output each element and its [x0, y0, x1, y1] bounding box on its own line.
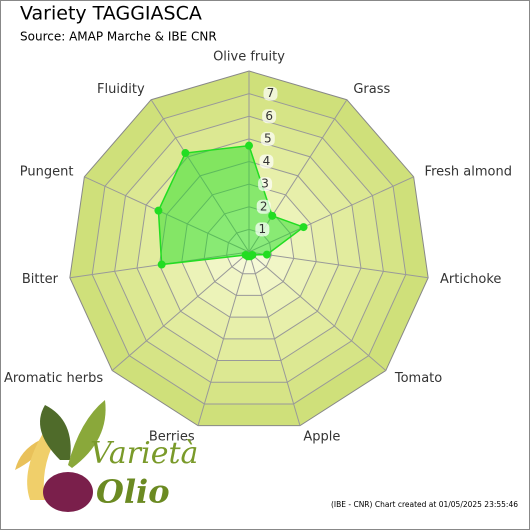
data-point [268, 211, 277, 220]
r-tick-label: 1 [259, 222, 267, 236]
tick-label-bg [255, 222, 270, 237]
axis-label: Pungent [20, 164, 74, 179]
axis-label: Aromatic herbs [4, 371, 103, 386]
axis-label: Tomato [394, 371, 442, 386]
logo-text: Varietà [90, 436, 198, 471]
axis-label: Fresh almond [425, 164, 512, 179]
tick-label-bg [256, 199, 271, 214]
axis-label: Artichoke [440, 272, 501, 287]
r-tick-label: 5 [264, 131, 272, 145]
r-tick-label: 3 [261, 177, 269, 191]
axis-label: Grass [353, 82, 390, 97]
tick-label-bg [263, 86, 278, 101]
spoke [197, 251, 250, 426]
data-point [262, 250, 271, 259]
data-point [157, 260, 166, 269]
r-tick-label: 4 [263, 154, 271, 168]
data-point [299, 223, 308, 232]
axis-label: Fluidity [97, 82, 145, 97]
tick-label-bg [262, 109, 277, 124]
tick-label-bg [259, 154, 274, 169]
data-point [154, 206, 163, 215]
data-point [181, 149, 190, 158]
r-tick-label: 6 [265, 109, 273, 123]
axis-label: Olive fruity [213, 50, 285, 65]
axis-label: Bitter [22, 272, 59, 287]
chart-title: Variety TAGGIASCA [20, 3, 202, 25]
spoke [111, 251, 250, 371]
plot: Olive fruity Grass Fresh almond Artichoke To… [4, 50, 512, 445]
tick-label-bg [258, 177, 273, 192]
spoke [248, 251, 301, 426]
tick-label-bg [260, 131, 275, 146]
r-tick-label: 7 [267, 86, 275, 100]
data-point [245, 141, 253, 150]
footer: (IBE - CNR) Chart created at 01/05/2025 … [331, 500, 518, 509]
chart-subtitle: Source: AMAP Marche & IBE CNR [20, 30, 217, 44]
spoke [248, 251, 429, 279]
logo: Varietà Olio [15, 400, 198, 512]
logo-text: Olio [96, 473, 170, 511]
axis-label: Berries [149, 430, 195, 445]
axis-label: Apple [303, 430, 340, 445]
spoke [248, 251, 387, 371]
r-tick-label: 2 [260, 199, 268, 213]
data-point [241, 250, 250, 259]
